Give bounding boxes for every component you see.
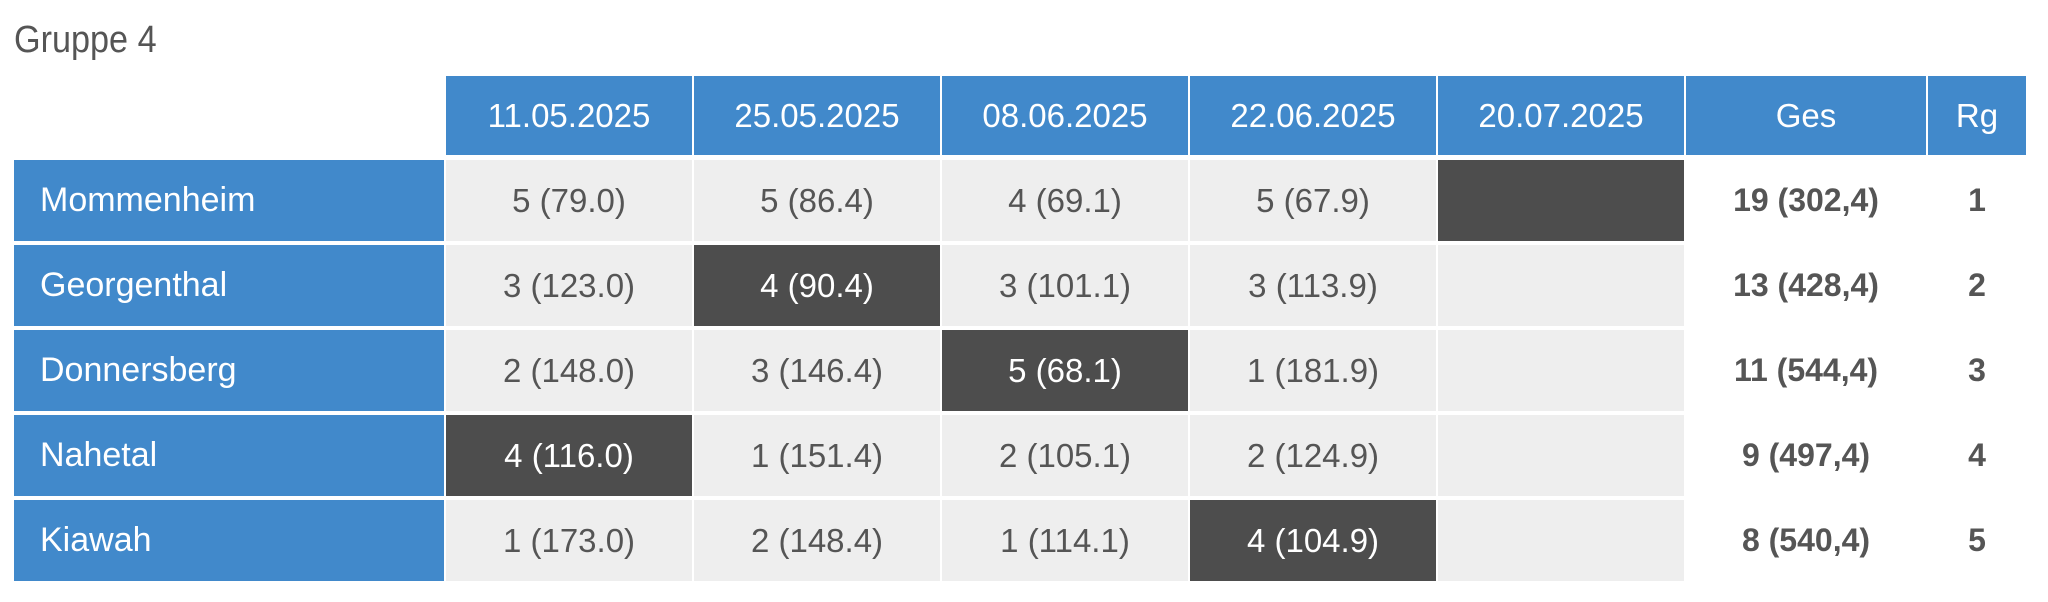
team-name: Kiawah xyxy=(14,500,444,581)
score-cell: 1 (181.9) xyxy=(1190,330,1436,411)
score-cell: 1 (173.0) xyxy=(446,500,692,581)
score-cell xyxy=(1438,500,1684,581)
total-cell: 11 (544,4) xyxy=(1686,330,1926,411)
score-cell: 2 (105.1) xyxy=(942,415,1188,496)
rank-cell: 1 xyxy=(1928,160,2026,241)
column-header-date-2: 25.05.2025 xyxy=(694,76,940,155)
rank-cell: 2 xyxy=(1928,245,2026,326)
team-name: Donnersberg xyxy=(14,330,444,411)
score-cell: 3 (113.9) xyxy=(1190,245,1436,326)
host-score-cell xyxy=(1438,160,1684,241)
score-cell: 3 (146.4) xyxy=(694,330,940,411)
team-name: Georgenthal xyxy=(14,245,444,326)
total-cell: 13 (428,4) xyxy=(1686,245,1926,326)
score-cell xyxy=(1438,245,1684,326)
score-cell: 1 (114.1) xyxy=(942,500,1188,581)
column-header-date-5: 20.07.2025 xyxy=(1438,76,1684,155)
score-cell: 4 (69.1) xyxy=(942,160,1188,241)
host-score-cell: 4 (116.0) xyxy=(446,415,692,496)
score-cell xyxy=(1438,415,1684,496)
column-header-date-1: 11.05.2025 xyxy=(446,76,692,155)
score-cell: 5 (67.9) xyxy=(1190,160,1436,241)
host-score-cell: 5 (68.1) xyxy=(942,330,1188,411)
column-header-date-3: 08.06.2025 xyxy=(942,76,1188,155)
page-title: Gruppe 4 xyxy=(14,19,157,61)
team-name: Mommenheim xyxy=(14,160,444,241)
total-cell: 8 (540,4) xyxy=(1686,500,1926,581)
rank-cell: 4 xyxy=(1928,415,2026,496)
rank-cell: 5 xyxy=(1928,500,2026,581)
column-header-total: Ges xyxy=(1686,76,1926,155)
total-cell: 19 (302,4) xyxy=(1686,160,1926,241)
score-cell xyxy=(1438,330,1684,411)
score-cell: 5 (79.0) xyxy=(446,160,692,241)
score-cell: 3 (101.1) xyxy=(942,245,1188,326)
score-cell: 3 (123.0) xyxy=(446,245,692,326)
standings-table: 11.05.2025 25.05.2025 08.06.2025 22.06.2… xyxy=(14,73,2026,583)
host-score-cell: 4 (104.9) xyxy=(1190,500,1436,581)
team-name: Nahetal xyxy=(14,415,444,496)
column-header-rank: Rg xyxy=(1928,76,2026,155)
host-score-cell: 4 (90.4) xyxy=(694,245,940,326)
total-cell: 9 (497,4) xyxy=(1686,415,1926,496)
score-cell: 2 (124.9) xyxy=(1190,415,1436,496)
rank-cell: 3 xyxy=(1928,330,2026,411)
header-corner xyxy=(14,73,444,158)
column-header-date-4: 22.06.2025 xyxy=(1190,76,1436,155)
score-cell: 2 (148.0) xyxy=(446,330,692,411)
score-cell: 1 (151.4) xyxy=(694,415,940,496)
score-cell: 2 (148.4) xyxy=(694,500,940,581)
score-cell: 5 (86.4) xyxy=(694,160,940,241)
